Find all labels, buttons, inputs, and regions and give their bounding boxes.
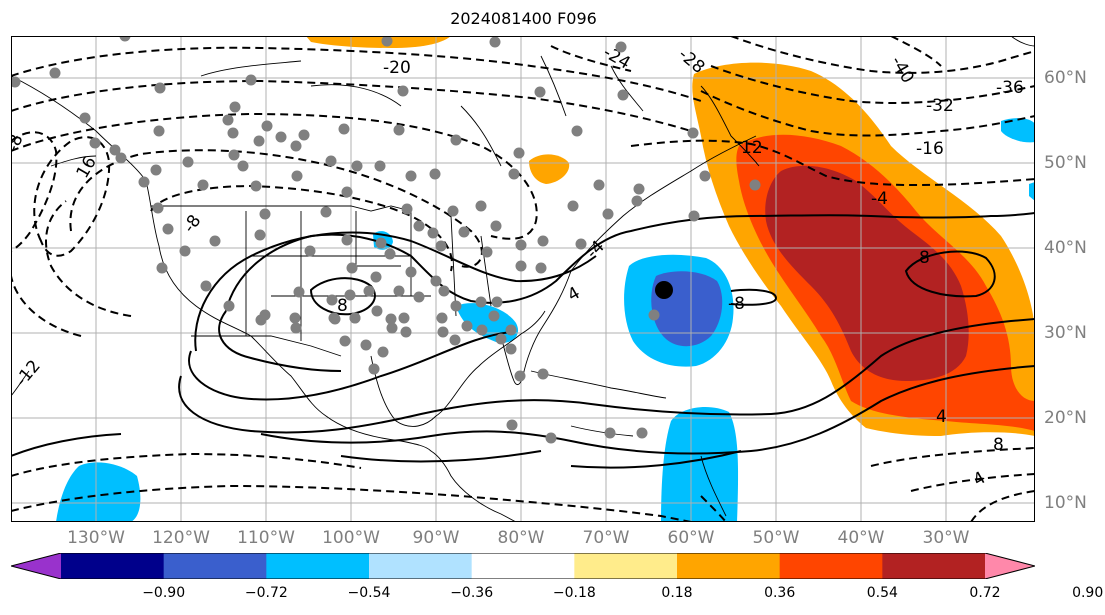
colorbar-cell [369,553,473,579]
negative-contours [11,36,1035,522]
colorbar-cell [574,553,678,579]
lat-label: 30°N [1044,323,1087,343]
colorbar-tick-label: 0.18 [661,585,693,601]
lon-label: 110°W [237,528,295,548]
lat-label: 20°N [1044,408,1087,428]
weather-map: -20 -24 -28 -40 -36 -32 -16 12 16 -8 -4 … [11,36,1035,522]
contour-label: 4 [936,407,947,427]
positive-contours [11,212,1035,469]
lon-label: 70°W [582,528,630,548]
contour-label: -4 [871,189,888,209]
positive-anomaly-shading [306,36,1035,436]
contour-label: -16 [916,139,944,159]
lon-label: 40°W [837,528,885,548]
contour-label: 8 [993,435,1004,455]
colorbar-cell [61,553,165,579]
colorbar-cell [779,553,883,579]
contour-label: 8 [919,248,930,268]
lon-label: 80°W [497,528,545,548]
map-title: 2024081400 F096 [450,9,597,28]
lon-label: 50°W [752,528,800,548]
contour-label: -8 [728,294,745,314]
lon-label: 100°W [322,528,380,548]
contour-label: -32 [926,96,954,116]
lon-label: 120°W [152,528,210,548]
colorbar-cell [266,553,370,579]
colorbar-tick-label: −0.54 [347,585,391,601]
station-markers [11,36,761,444]
negative-anomaly-shading [56,118,1035,522]
lat-label: 40°N [1044,238,1087,258]
colorbar-tick-label: −0.72 [244,585,288,601]
contour-label: -20 [383,58,411,78]
contour-label: 16 [73,153,101,182]
colorbar-tick-label: 0.72 [969,585,1001,601]
colorbar-tick-label: −0.18 [552,585,596,601]
contour-label: -40 [886,53,917,87]
lat-label: 50°N [1044,153,1087,173]
lon-label: 30°W [922,528,970,548]
colorbar-extend-low [11,553,61,579]
colorbar-cells [11,553,1035,579]
contour-label: -8 [179,211,205,236]
colorbar-tick-label: 0.54 [866,585,898,601]
colorbar-cell [471,553,575,579]
contour-label: 4 [564,283,583,306]
colorbar-tick-label: 0.90 [1072,585,1104,601]
colorbar [11,553,1035,579]
colorbar-tick-label: −0.36 [450,585,494,601]
lat-label: 60°N [1044,68,1087,88]
lon-label: 90°W [412,528,460,548]
contour-label: -36 [996,78,1024,98]
contour-label: 8 [337,296,348,316]
colorbar-tick-label: −0.90 [142,585,186,601]
lat-label: 10°N [1044,493,1087,513]
colorbar-cell [882,553,986,579]
contour-label: -12 [12,356,45,390]
contour-label: 4 [970,468,989,491]
lon-label: 130°W [67,528,125,548]
colorbar-cell [163,553,267,579]
lon-label: 60°W [667,528,715,548]
contour-label: -8 [11,132,28,155]
coastlines [11,36,1035,522]
colorbar-extend-high [985,553,1035,579]
colorbar-tick-label: 0.36 [764,585,796,601]
colorbar-cell [677,553,781,579]
contour-label: 12 [741,138,763,158]
storm-center-marker [655,281,673,299]
